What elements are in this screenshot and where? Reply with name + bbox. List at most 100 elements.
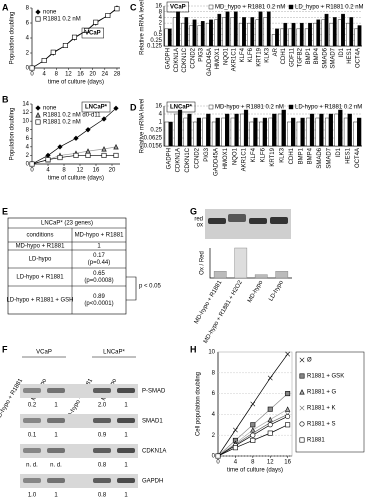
x-tick-label: 12 xyxy=(65,72,72,78)
x-tick-label: LD-hypo xyxy=(268,279,285,302)
marker xyxy=(113,152,119,158)
cell-line-box xyxy=(81,101,111,113)
y-axis-label: Relative mRNA level xyxy=(140,99,146,154)
x-tick-label: 8 xyxy=(62,168,66,174)
quant-label: n. d. xyxy=(26,463,38,469)
bar xyxy=(315,117,320,147)
marker xyxy=(73,135,79,141)
marker xyxy=(232,427,238,433)
bar xyxy=(240,113,245,147)
y-tick-label: 8 xyxy=(159,9,163,15)
x-tick-label: PIG3 xyxy=(199,47,205,61)
x-tick-label: 0 xyxy=(30,168,34,174)
x-tick-label: 20 xyxy=(89,72,96,78)
bar xyxy=(334,113,339,147)
marker xyxy=(45,157,51,163)
x-tick-label: 0 xyxy=(30,72,34,78)
cell-line-label: VCaP xyxy=(170,5,186,11)
x-tick-label: KLF6 xyxy=(248,47,254,62)
marker xyxy=(29,161,35,167)
y-tick-label: 12 xyxy=(22,110,29,116)
x-tick-label: SMAD6 xyxy=(317,147,323,168)
legend-swatch xyxy=(288,4,294,10)
bar xyxy=(291,117,296,147)
bar xyxy=(221,117,226,147)
marker xyxy=(250,422,256,428)
x-tick-label: CDKN1C xyxy=(182,47,188,72)
x-tick-label: AKR1C1 xyxy=(242,147,248,171)
table-cell: MD-hypo + R1881 xyxy=(16,244,66,250)
table-cell: 0.17 xyxy=(93,253,105,259)
y-tick-label: 4 xyxy=(159,15,163,21)
bar xyxy=(347,113,352,147)
x-tick-label: 16 xyxy=(284,460,291,466)
x-tick-label: SMAD6 xyxy=(322,47,328,68)
y-tick-label: 4 xyxy=(26,36,30,42)
bar xyxy=(272,113,277,147)
bar xyxy=(222,17,227,47)
bar xyxy=(243,109,249,147)
panel-label: E xyxy=(2,206,8,216)
x-tick-label: CDKN1A xyxy=(176,148,182,172)
legend-marker xyxy=(299,421,305,427)
bar xyxy=(230,17,235,47)
y-tick-label: 0 xyxy=(212,454,216,460)
marker xyxy=(215,453,221,459)
blot-band xyxy=(270,217,288,224)
blot-strip xyxy=(20,414,138,428)
legend-marker xyxy=(35,119,41,125)
x-tick-label: TGFB2 xyxy=(298,47,304,67)
blot-band xyxy=(249,218,267,224)
blot-band xyxy=(47,418,65,423)
marker xyxy=(267,430,273,436)
bar xyxy=(189,25,194,47)
x-tick-label: GADPH xyxy=(166,48,172,69)
x-tick-label: NQO1 xyxy=(223,47,229,65)
blot-band xyxy=(208,218,226,224)
y-tick-label: 0 xyxy=(26,66,30,72)
x-tick-label: NQO1 xyxy=(232,147,238,165)
table-cell: 1 xyxy=(97,244,101,250)
x-tick-label: KLK3 xyxy=(279,147,285,162)
bar xyxy=(319,113,324,147)
legend-label: R1881 0.2 nM xyxy=(43,17,81,23)
bar xyxy=(341,13,345,47)
bar xyxy=(172,17,177,47)
bar xyxy=(187,113,192,147)
legend-marker xyxy=(299,405,305,411)
legend-label: R1881 + G xyxy=(307,390,337,396)
legend-marker xyxy=(35,9,41,15)
marker xyxy=(85,127,91,133)
legend-label: R1881 0.2 nM d0-d11 xyxy=(43,113,101,119)
x-axis-label: time of culture (days) xyxy=(227,468,283,474)
x-tick-label: 16 xyxy=(77,72,84,78)
blot-band xyxy=(93,418,111,423)
marker xyxy=(285,351,291,357)
marker xyxy=(250,427,256,433)
x-tick-label: KRT19 xyxy=(256,47,262,66)
x-tick-label: 8 xyxy=(55,72,59,78)
bar xyxy=(258,11,263,47)
legend-label: none xyxy=(43,106,57,112)
blot-band xyxy=(23,478,41,483)
x-tick-label: AR xyxy=(273,47,279,56)
panel-label: G xyxy=(190,206,197,216)
marker xyxy=(41,57,47,63)
bar xyxy=(283,22,288,47)
x-tick-label: 12 xyxy=(77,168,84,174)
x-tick-label: HES1 xyxy=(347,47,353,63)
bar xyxy=(316,19,321,47)
bar xyxy=(200,21,205,47)
bar xyxy=(291,22,296,47)
panel-label: B xyxy=(2,94,9,104)
bar xyxy=(233,11,238,47)
bar xyxy=(324,13,329,47)
y-tick-label: 14 xyxy=(22,102,29,108)
legend-marker xyxy=(299,389,305,395)
bar xyxy=(164,28,169,47)
blot-strip xyxy=(20,474,138,488)
x-tick-label: MD-hypo xyxy=(247,279,265,304)
legend-label: R1881 + K xyxy=(307,406,336,412)
quant-label: 0.2 xyxy=(28,403,37,409)
bar xyxy=(353,121,358,147)
